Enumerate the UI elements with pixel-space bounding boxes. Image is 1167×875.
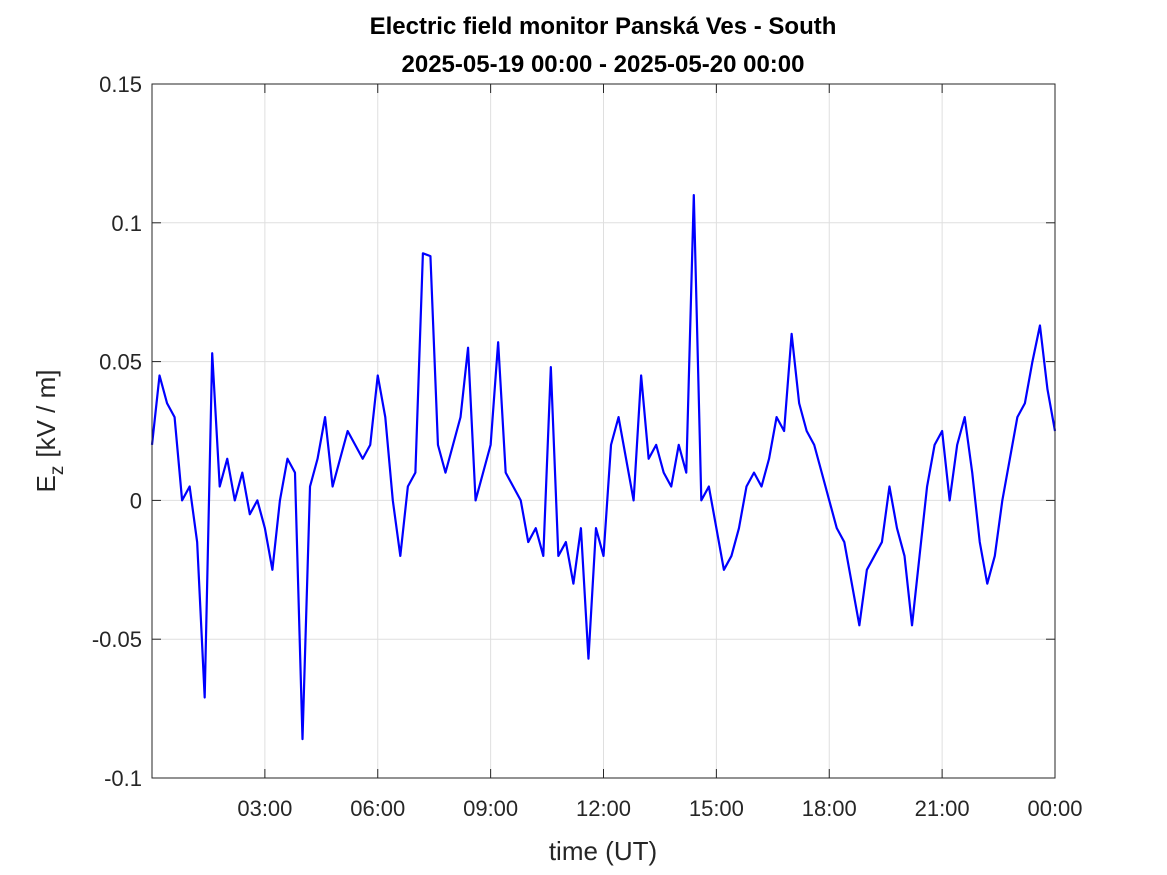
y-label-subscript: z bbox=[47, 466, 68, 476]
data-line bbox=[150, 193, 1057, 741]
x-tick-label: 00:00 bbox=[1027, 796, 1082, 821]
x-tick-label: 09:00 bbox=[463, 796, 518, 821]
x-tick-label: 21:00 bbox=[915, 796, 970, 821]
y-tick-label: 0.05 bbox=[99, 350, 142, 375]
y-tick-label: 0.15 bbox=[99, 72, 142, 97]
plot-frame bbox=[151, 83, 1056, 779]
x-tick-label: 15:00 bbox=[689, 796, 744, 821]
y-tick-label: 0 bbox=[130, 488, 142, 513]
y-tick-label: -0.1 bbox=[104, 766, 142, 791]
x-axis-label: time (UT) bbox=[549, 836, 657, 866]
x-tick-label: 06:00 bbox=[350, 796, 405, 821]
x-tick-label: 12:00 bbox=[576, 796, 631, 821]
chart-subtitle: 2025-05-19 00:00 - 2025-05-20 00:00 bbox=[402, 51, 805, 78]
y-label-unit: [kV / m] bbox=[31, 370, 61, 458]
y-axis-label: Ez [kV / m] bbox=[31, 370, 68, 493]
y-tick-label: -0.05 bbox=[92, 627, 142, 652]
y-tick-label: 0.1 bbox=[111, 211, 142, 236]
x-tick-label: 18:00 bbox=[802, 796, 857, 821]
chart-title: Electric field monitor Panská Ves - Sout… bbox=[370, 13, 837, 40]
x-tick-label: 03:00 bbox=[237, 796, 292, 821]
y-label-symbol: E bbox=[31, 475, 61, 492]
